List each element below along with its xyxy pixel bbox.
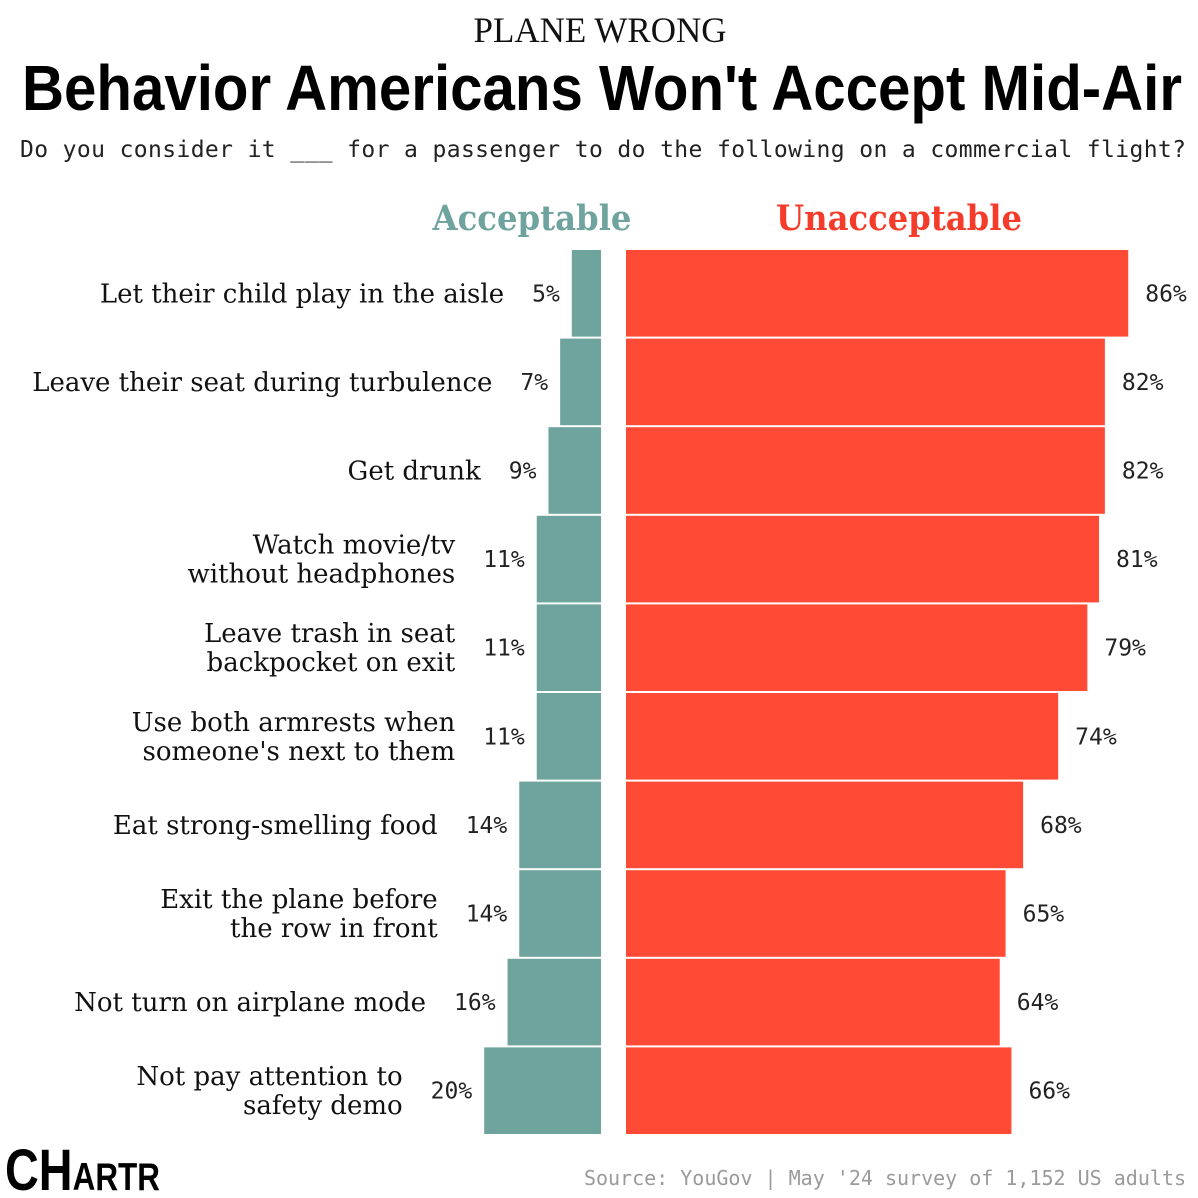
category-label-line: backpocket on exit	[207, 648, 456, 678]
source-note: Source: YouGov | May '24 survey of 1,152…	[584, 1166, 1186, 1190]
bar-acceptable	[548, 427, 601, 514]
category-label-line: Leave their seat during turbulence	[32, 368, 492, 398]
bar-acceptable	[536, 515, 601, 603]
bar-unacceptable	[626, 693, 1059, 780]
chart-kicker: PLANE WRONG	[474, 10, 727, 50]
value-label-acceptable: 11%	[483, 636, 525, 662]
category-label: Let their child play in the aisle	[100, 279, 504, 309]
category-label: Not turn on airplane mode	[74, 988, 426, 1018]
category-label-line: safety demo	[243, 1091, 403, 1121]
category-label-line: without headphones	[188, 560, 456, 590]
category-label-line: Exit the plane before	[160, 885, 438, 915]
legend-acceptable: Acceptable	[432, 198, 632, 239]
category-label-line: Not pay attention to	[136, 1062, 402, 1092]
category-label-line: Watch movie/tv	[253, 531, 456, 561]
value-label-unacceptable: 82%	[1122, 459, 1164, 485]
bar-unacceptable	[626, 870, 1006, 957]
bar-acceptable	[519, 870, 601, 957]
category-label: Leave trash in seat backpocket on exit	[204, 619, 456, 678]
bar-acceptable	[571, 250, 601, 337]
legend-unacceptable: Unacceptable	[776, 198, 1022, 239]
value-label-unacceptable: 65%	[1023, 902, 1065, 928]
chartr-logo: CHARTR	[5, 1138, 160, 1198]
bar-unacceptable	[626, 427, 1105, 514]
category-label-line: someone's next to them	[143, 737, 456, 767]
bar-unacceptable	[626, 604, 1088, 691]
category-label-line: Get drunk	[348, 457, 481, 487]
category-label: Eat strong-smelling food	[113, 811, 438, 841]
value-label-acceptable: 5%	[532, 281, 560, 307]
category-label: Use both armrests when someone's next to …	[132, 708, 456, 767]
category-label: Exit the plane before the row in front	[160, 885, 438, 944]
value-label-unacceptable: 82%	[1122, 370, 1164, 396]
value-label-acceptable: 11%	[483, 547, 525, 573]
logo-part: ARTR	[73, 1156, 160, 1198]
bar-unacceptable	[626, 250, 1129, 337]
value-label-acceptable: 14%	[466, 902, 508, 928]
category-label: Get drunk	[348, 457, 481, 487]
category-label-line: Use both armrests when	[132, 708, 456, 738]
value-label-unacceptable: 64%	[1017, 990, 1059, 1016]
value-label-acceptable: 11%	[483, 724, 525, 750]
category-label-line: Let their child play in the aisle	[100, 279, 504, 309]
value-label-acceptable: 9%	[509, 459, 537, 485]
category-label-line: Leave trash in seat	[204, 619, 456, 649]
chart-title: Behavior Americans Won't Accept Mid-Air	[22, 52, 1182, 124]
bar-acceptable	[560, 338, 601, 426]
bar-acceptable	[484, 1047, 601, 1134]
bar-unacceptable	[626, 781, 1024, 869]
bar-unacceptable	[626, 515, 1100, 603]
bar-unacceptable	[626, 958, 1000, 1046]
bar-acceptable	[536, 604, 601, 691]
value-label-acceptable: 14%	[466, 813, 508, 839]
value-label-unacceptable: 68%	[1040, 813, 1082, 839]
bar-unacceptable	[626, 1047, 1012, 1134]
value-label-unacceptable: 79%	[1104, 636, 1146, 662]
category-label: Not pay attention to safety demo	[136, 1062, 402, 1121]
value-label-unacceptable: 86%	[1145, 281, 1187, 307]
bar-acceptable	[507, 958, 601, 1046]
category-label: Leave their seat during turbulence	[32, 368, 492, 398]
value-label-unacceptable: 74%	[1075, 724, 1117, 750]
chart-subtitle: Do you consider it ___ for a passenger t…	[20, 137, 1186, 163]
category-label-line: the row in front	[230, 914, 438, 944]
category-label-line: Eat strong-smelling food	[113, 811, 438, 841]
bar-unacceptable	[626, 338, 1105, 426]
value-label-unacceptable: 81%	[1116, 547, 1158, 573]
bars-group: 5% 86% Let their child play in the aisle 7%…	[32, 250, 1187, 1134]
bar-acceptable	[536, 693, 601, 780]
logo-part: CH	[5, 1138, 73, 1198]
bar-acceptable	[519, 781, 601, 869]
value-label-acceptable: 20%	[431, 1079, 473, 1105]
value-label-acceptable: 7%	[520, 370, 548, 396]
category-label-line: Not turn on airplane mode	[74, 988, 426, 1018]
category-label: Watch movie/tv without headphones	[188, 531, 456, 590]
value-label-unacceptable: 66%	[1028, 1079, 1070, 1105]
value-label-acceptable: 16%	[454, 990, 496, 1016]
